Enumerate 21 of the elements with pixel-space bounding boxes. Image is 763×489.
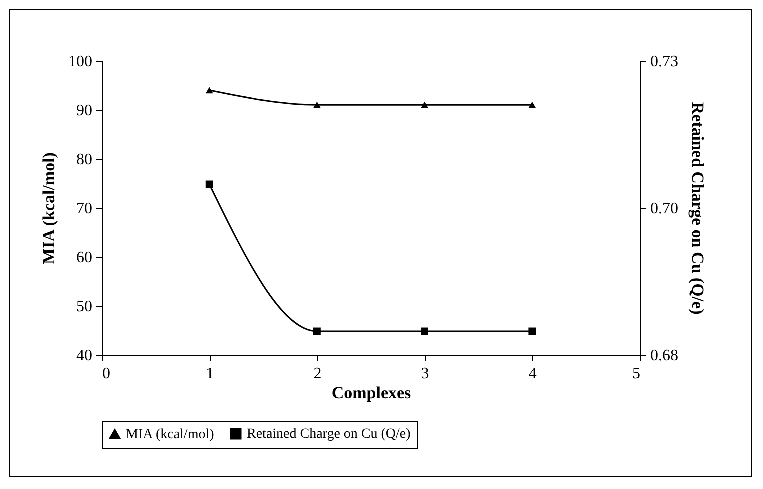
x-tick-label: 0 [102, 366, 110, 382]
y-axis-title: MIA (kcal/mol) [40, 152, 58, 264]
y2-tick-label: 0.68 [650, 348, 678, 364]
y-tick-label: 90 [76, 102, 92, 120]
y-tick-label: 70 [76, 200, 92, 218]
y-tick-label: 50 [76, 298, 92, 316]
x-axis-title: Complexes [332, 384, 412, 402]
y-tick-label: 40 [76, 348, 92, 364]
x-tick-label: 4 [528, 366, 537, 382]
x-tick-label: 5 [632, 366, 640, 382]
y-tick-label: 60 [76, 250, 92, 266]
x-tick-label: 1 [206, 366, 214, 382]
y2-tick-label: 0.73 [650, 54, 678, 70]
x-tick-label: 3 [421, 366, 430, 382]
x-tick-label: 2 [314, 366, 322, 382]
legend-label: MIA (kcal/mol) [126, 427, 215, 442]
y-tick-label: 100 [68, 54, 92, 70]
legend-label: Retained Charge on Cu (Q/e) [247, 427, 412, 442]
y2-axis-title: Retained Charge on Cu (Q/e) [688, 102, 708, 315]
y2-tick-label: 0.70 [650, 200, 678, 218]
y-tick-label: 80 [76, 152, 92, 168]
